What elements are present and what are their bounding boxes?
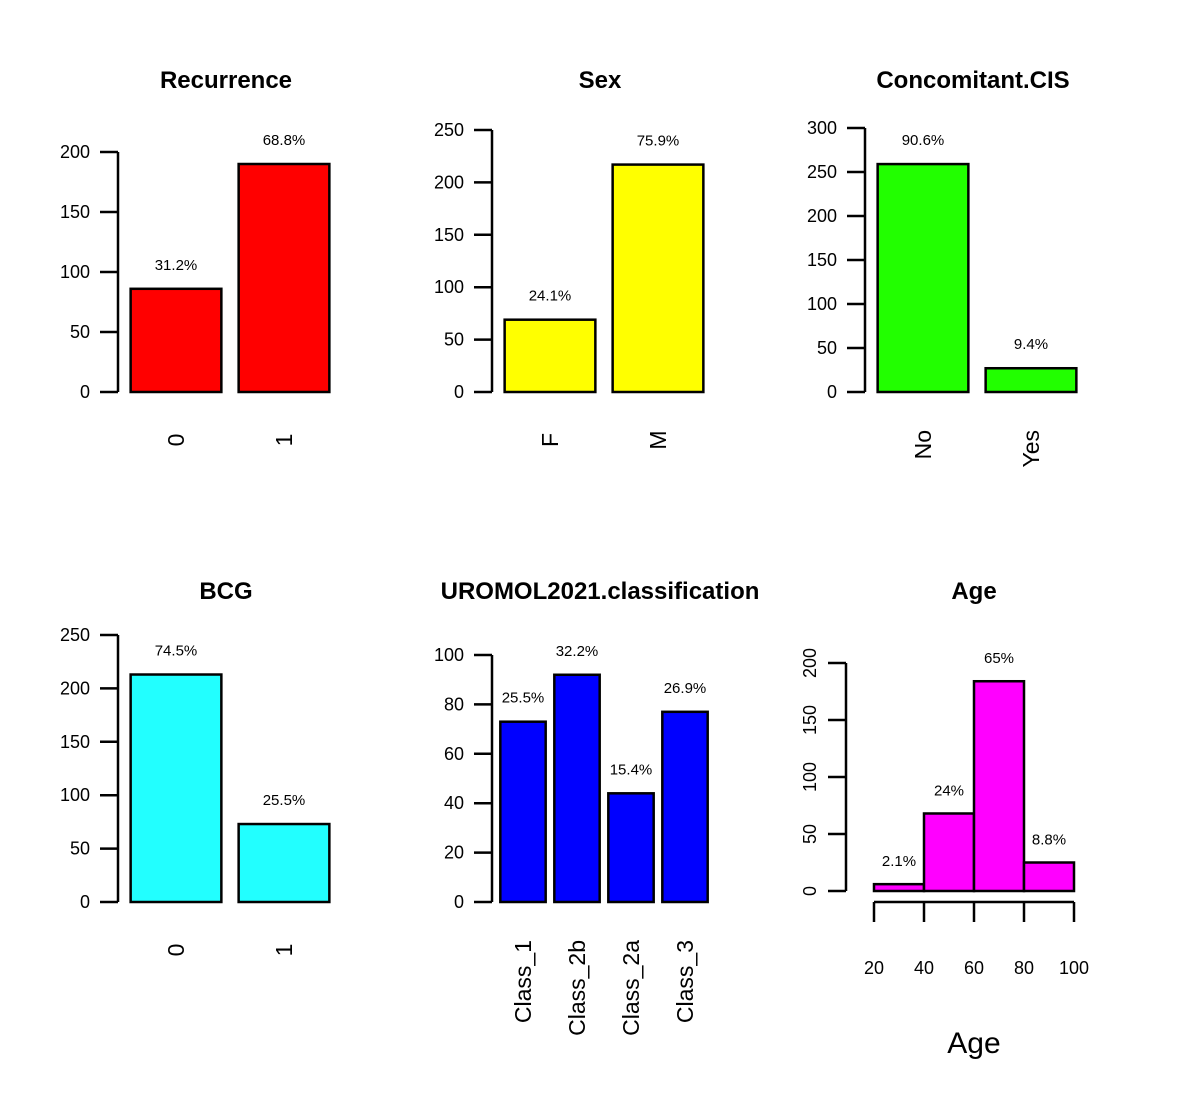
y-tick-label: 50 (817, 338, 837, 358)
bar-percent-label: 24% (934, 782, 964, 799)
bar-percent-label: 26.9% (664, 680, 707, 697)
bar (237, 162, 331, 394)
y-tick-label: 100 (434, 277, 464, 297)
y-tick-label: 150 (800, 705, 820, 735)
y-tick-label: 50 (444, 330, 464, 350)
category-label: 1 (271, 944, 297, 957)
y-tick-label: 250 (60, 625, 90, 645)
chart-title: BCG (199, 578, 252, 605)
bar-percent-label: 75.9% (637, 133, 680, 150)
bar (607, 792, 655, 904)
bar-percent-label: 25.5% (502, 690, 545, 707)
y-tick-label: 200 (60, 678, 90, 698)
chart-title: Recurrence (160, 67, 292, 94)
bar (237, 822, 331, 904)
y-tick-label: 100 (60, 785, 90, 805)
y-tick-label: 150 (60, 732, 90, 752)
bar-percent-label: 8.8% (1032, 832, 1066, 849)
x-tick-label: 80 (1014, 958, 1034, 978)
histogram-bar (972, 679, 1026, 893)
y-tick-label: 50 (70, 839, 90, 859)
y-tick-label: 250 (434, 120, 464, 140)
y-tick-label: 300 (807, 118, 837, 138)
category-label: Class_3 (672, 940, 698, 1023)
y-tick-label: 0 (800, 886, 820, 896)
chart-panel-6: Age 0 50 100 150 200 2.1% 24% 65% 8.8% 20 40 60 80 100… (800, 578, 1089, 1060)
bar-percent-label: 32.2% (556, 643, 599, 660)
y-tick-label: 250 (807, 162, 837, 182)
y-tick-label: 50 (70, 322, 90, 342)
y-tick-label: 0 (827, 382, 837, 402)
y-tick-label: 0 (80, 382, 90, 402)
chart-panel-4: BCG 0 50 100 150 200 250 74.5% 0 25.5% 1 (60, 578, 331, 957)
y-tick-label: 100 (807, 294, 837, 314)
bar (129, 673, 223, 904)
category-label: No (910, 430, 936, 459)
y-tick-label: 100 (800, 762, 820, 792)
bar (553, 673, 601, 904)
x-tick-label: 20 (864, 958, 884, 978)
bar (129, 287, 223, 394)
y-tick-label: 100 (60, 262, 90, 282)
bar (661, 710, 709, 904)
y-tick-label: 20 (444, 843, 464, 863)
category-label: Class_1 (510, 940, 536, 1023)
histogram-bar (872, 882, 926, 893)
category-label: M (645, 430, 671, 449)
bar-percent-label: 15.4% (610, 761, 653, 778)
x-tick-label: 40 (914, 958, 934, 978)
y-tick-label: 200 (807, 206, 837, 226)
bar (611, 163, 705, 394)
bar-percent-label: 9.4% (1014, 336, 1048, 353)
category-label: F (537, 433, 563, 447)
y-tick-label: 200 (434, 172, 464, 192)
y-tick-label: 150 (60, 202, 90, 222)
y-tick-label: 50 (800, 824, 820, 844)
y-tick-label: 0 (454, 892, 464, 912)
y-tick-label: 150 (807, 250, 837, 270)
bar-percent-label: 68.8% (263, 132, 306, 149)
y-tick-label: 60 (444, 744, 464, 764)
chart-title: Concomitant.CIS (876, 67, 1069, 94)
x-tick-label: 100 (1059, 958, 1089, 978)
chart-panel-3: Concomitant.CIS 0 50 100 150 200 250 300 90.6% No… (807, 67, 1078, 468)
histogram-bar (1022, 861, 1076, 893)
bar (984, 366, 1078, 394)
category-label: Yes (1018, 430, 1044, 468)
bar (876, 162, 970, 394)
bar-percent-label: 90.6% (902, 132, 945, 149)
y-tick-label: 0 (454, 382, 464, 402)
y-tick-label: 80 (444, 694, 464, 714)
histogram-bar (922, 812, 976, 893)
chart-panel-1: Recurrence 0 50 100 150 200 31.2% 0 68.8% 1 (60, 67, 331, 447)
bar (503, 318, 597, 394)
y-tick-label: 40 (444, 793, 464, 813)
bar (499, 720, 547, 904)
bar-percent-label: 25.5% (263, 792, 306, 809)
chart-panel-5: UROMOL2021.classification 0 20 40 60 80 100 25.… (434, 578, 759, 1036)
category-label: 1 (271, 434, 297, 447)
x-tick-label: 60 (964, 958, 984, 978)
x-axis-title: Age (947, 1027, 1000, 1060)
bar-percent-label: 2.1% (882, 853, 916, 870)
category-label: 0 (163, 434, 189, 447)
bar-percent-label: 31.2% (155, 257, 198, 274)
bar-percent-label: 65% (984, 650, 1014, 667)
category-label: Class_2a (618, 940, 644, 1036)
bar-percent-label: 24.1% (529, 288, 572, 305)
category-label: 0 (163, 944, 189, 957)
y-tick-label: 0 (80, 892, 90, 912)
chart-title: UROMOL2021.classification (441, 578, 760, 605)
y-tick-label: 100 (434, 645, 464, 665)
chart-panel-2: Sex 0 50 100 150 200 250 24.1% F 75.9% M (434, 67, 705, 450)
bar-percent-label: 74.5% (155, 643, 198, 660)
category-label: Class_2b (564, 940, 590, 1036)
y-tick-label: 150 (434, 225, 464, 245)
y-tick-label: 200 (800, 648, 820, 678)
chart-title: Age (951, 578, 996, 605)
chart-title: Sex (579, 67, 622, 94)
y-tick-label: 200 (60, 142, 90, 162)
